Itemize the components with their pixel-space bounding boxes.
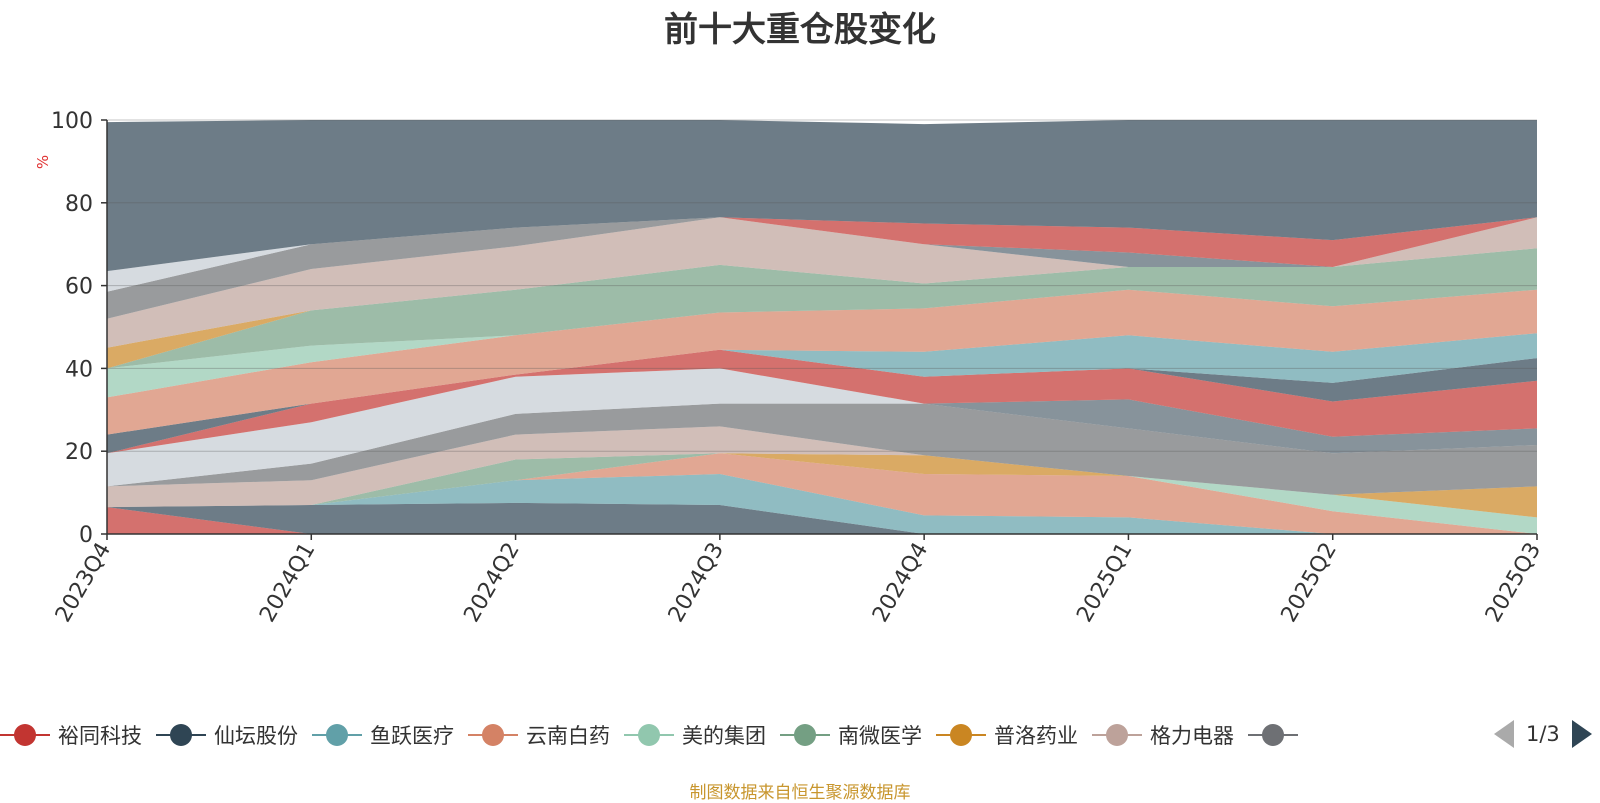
legend-item[interactable]: 裕同科技	[0, 720, 142, 750]
source-note: 制图数据来自恒生聚源数据库	[689, 783, 911, 803]
area-series-8	[107, 403, 1537, 495]
area-series-7	[107, 426, 1537, 508]
legend-marker-icon	[468, 722, 518, 748]
area-layers	[107, 120, 1537, 534]
legend-marker-icon	[0, 722, 50, 748]
area-series-2	[107, 474, 1537, 534]
y-tick-label: 0	[79, 523, 93, 548]
x-tick-label: 2025Q1	[1072, 539, 1137, 627]
legend-item[interactable]: 仙坛股份	[156, 720, 298, 750]
legend-item[interactable]: 云南白药	[468, 720, 610, 750]
x-tick-label: 2025Q2	[1277, 539, 1342, 627]
legend: 裕同科技 仙坛股份 鱼跃医疗 云南白药 美的集团 南微医学 普洛药业 格力电器	[0, 713, 1480, 757]
area-series-19	[107, 217, 1537, 319]
area-series-15	[107, 289, 1537, 398]
legend-item[interactable]	[1248, 722, 1306, 748]
area-series-13	[107, 333, 1537, 435]
legend-marker-icon	[780, 722, 830, 748]
legend-label: 仙坛股份	[214, 724, 298, 748]
legend-marker-icon	[1248, 722, 1298, 748]
area-series-9	[107, 399, 1537, 487]
y-axis-unit-label: %	[34, 155, 52, 169]
legend-marker-icon	[1092, 722, 1142, 748]
legend-label: 鱼跃医疗	[370, 724, 454, 748]
legend-item[interactable]: 美的集团	[624, 720, 766, 750]
legend-page-indicator: 1/3	[1526, 722, 1560, 746]
legend-next-page-icon[interactable]	[1571, 720, 1592, 748]
legend-marker-icon	[624, 722, 674, 748]
area-series-11	[107, 349, 1537, 454]
legend-marker-icon	[312, 722, 362, 748]
legend-label: 云南白药	[526, 724, 610, 748]
x-tick-label: 2024Q4	[868, 539, 933, 627]
legend-prev-page-icon[interactable]	[1494, 720, 1514, 748]
y-tick-label: 20	[65, 440, 93, 465]
legend-label: 格力电器	[1150, 724, 1234, 748]
legend-item[interactable]: 普洛药业	[936, 720, 1078, 750]
y-tick-label: 40	[65, 357, 93, 382]
area-series-12	[107, 349, 1537, 454]
legend-pager: 1/3	[1494, 716, 1592, 752]
legend-item[interactable]: 南微医学	[780, 720, 922, 750]
area-series-22	[107, 217, 1537, 272]
area-series-16	[107, 248, 1537, 369]
area-series-3	[107, 453, 1537, 534]
area-series-10	[107, 368, 1537, 487]
area-series-1	[107, 502, 1537, 534]
legend-label: 美的集团	[682, 724, 766, 748]
gridlines	[107, 119, 1537, 452]
legend-label: 普洛药业	[994, 724, 1078, 748]
area-series-4	[107, 453, 1537, 534]
legend-marker-icon	[936, 722, 986, 748]
area-series-0	[107, 507, 1537, 534]
legend-label: 裕同科技	[58, 724, 142, 748]
legend-label: 南微医学	[838, 724, 922, 748]
x-tick-label: 2024Q2	[459, 539, 524, 627]
legend-item[interactable]: 格力电器	[1092, 720, 1234, 750]
legend-marker-icon	[156, 722, 206, 748]
chart-title: 前十大重仓股变化	[664, 10, 936, 50]
x-tick-label: 2024Q3	[664, 539, 729, 627]
area-series-18	[107, 217, 1537, 348]
x-tick-label: 2025Q3	[1481, 539, 1546, 627]
y-tick-label: 80	[65, 192, 93, 217]
x-tick-label: 2023Q4	[51, 539, 116, 627]
legend-item[interactable]: 鱼跃医疗	[312, 720, 454, 750]
y-tick-label: 100	[51, 109, 93, 134]
area-series-14	[107, 289, 1537, 435]
area-series-23	[107, 120, 1537, 272]
y-tick-label: 60	[65, 275, 93, 300]
x-tick-label: 2024Q1	[255, 539, 320, 627]
